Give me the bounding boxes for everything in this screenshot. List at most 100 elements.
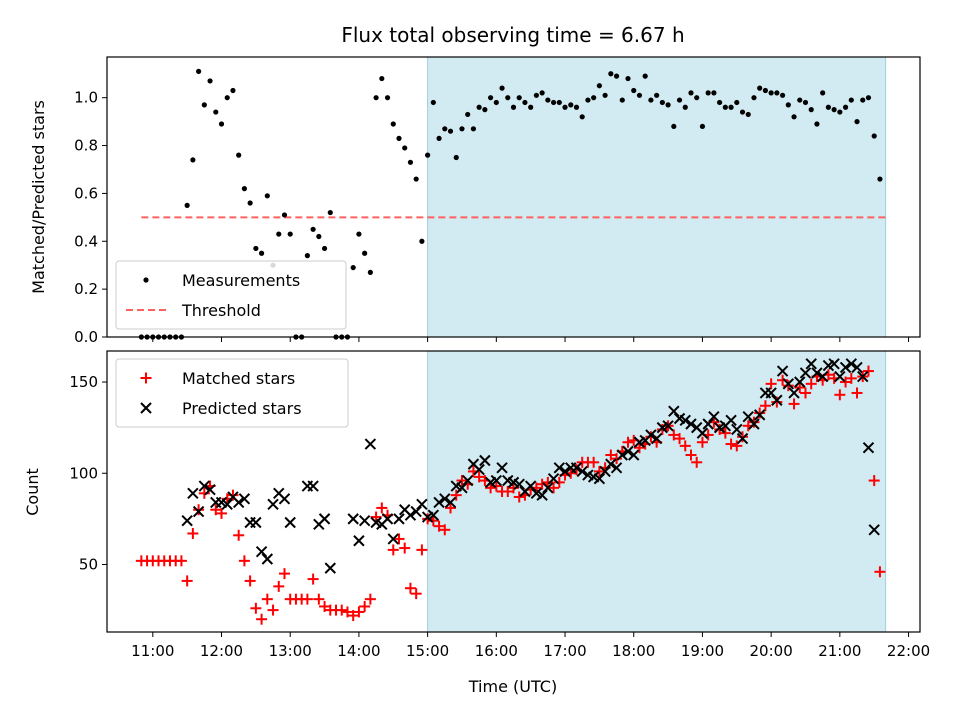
data-point <box>737 431 749 443</box>
data-point <box>679 440 691 452</box>
data-point <box>485 482 497 494</box>
data-point <box>175 555 187 567</box>
data-point <box>528 104 534 110</box>
data-point <box>513 491 525 503</box>
data-point <box>602 92 608 98</box>
data-point <box>837 109 843 115</box>
data-point <box>550 99 557 106</box>
data-point <box>238 555 250 567</box>
data-point <box>445 502 457 514</box>
data-point <box>496 462 508 474</box>
series-measurements <box>138 68 883 340</box>
data-point <box>631 87 637 94</box>
data-point <box>794 376 806 388</box>
data-point <box>633 442 645 454</box>
data-point <box>608 71 614 77</box>
legend-entry: Threshold <box>126 301 261 320</box>
data-point <box>754 407 766 419</box>
data-point <box>593 465 605 477</box>
data-point <box>213 109 219 115</box>
y-tick-label: 0.8 <box>74 137 98 155</box>
data-point <box>364 593 376 605</box>
data-point <box>751 95 757 101</box>
legend-entry: Matched stars <box>140 369 295 388</box>
data-point <box>524 480 537 492</box>
data-point <box>204 483 216 496</box>
data-point <box>745 111 751 118</box>
data-point <box>444 496 457 509</box>
data-point <box>193 504 205 516</box>
data-point <box>771 394 783 406</box>
data-point <box>367 269 373 275</box>
data-point <box>656 423 668 435</box>
data-point <box>788 387 800 399</box>
data-point <box>453 154 459 161</box>
data-point <box>287 231 293 237</box>
data-point <box>247 200 253 206</box>
data-point <box>516 95 522 101</box>
bottom-panel: 50 100 150 11:00 12:00 13:00 14:00 15:00 16:00 17… <box>69 350 930 660</box>
data-point <box>625 75 631 82</box>
data-point <box>184 202 190 208</box>
legend-label: Threshold <box>181 301 261 320</box>
legend-label: Measurements <box>182 271 300 290</box>
x-tick-label: 15:00 <box>406 642 449 660</box>
data-point <box>513 478 525 490</box>
data-point <box>318 513 331 525</box>
data-point <box>284 516 296 529</box>
data-point <box>848 97 854 103</box>
data-point <box>642 73 648 79</box>
data-point <box>722 104 728 110</box>
y-tick-label: 100 <box>69 464 98 482</box>
legend-box <box>115 260 347 330</box>
data-point <box>384 95 391 101</box>
data-point <box>210 504 222 516</box>
data-point <box>181 514 193 527</box>
data-point <box>336 604 348 616</box>
data-point <box>588 456 600 468</box>
data-point <box>542 482 554 494</box>
data-point <box>857 370 869 383</box>
data-point <box>442 126 448 132</box>
data-point <box>862 365 874 377</box>
data-point <box>187 487 199 500</box>
data-point <box>201 102 207 108</box>
data-point <box>714 423 726 435</box>
data-point <box>794 381 806 393</box>
y-tick-label: 150 <box>69 373 98 391</box>
data-point <box>616 449 628 461</box>
x-tick-label: 12:00 <box>200 642 243 660</box>
data-point <box>694 95 700 101</box>
y-tick-label: 0.6 <box>74 184 98 202</box>
data-point <box>278 568 290 580</box>
data-point <box>461 474 474 487</box>
data-point <box>736 432 749 445</box>
data-point <box>679 414 691 427</box>
data-point <box>381 513 394 525</box>
legend-marker <box>140 402 152 414</box>
data-point <box>799 367 812 379</box>
data-point <box>668 405 680 417</box>
x-tick-label: 11:00 <box>131 642 174 660</box>
data-point <box>379 75 385 82</box>
data-point <box>447 128 454 134</box>
legend-marker <box>143 277 149 283</box>
data-point <box>393 533 405 545</box>
data-point <box>307 480 319 492</box>
data-point <box>719 427 731 439</box>
data-point <box>748 418 760 430</box>
data-point <box>828 358 840 370</box>
data-point <box>650 432 663 445</box>
chart-title: Flux total observing time = 6.67 h <box>341 23 684 47</box>
data-point <box>585 97 591 103</box>
data-point <box>636 92 643 98</box>
x-axis-label: Time (UTC) <box>468 677 557 696</box>
data-point <box>553 476 565 488</box>
data-point <box>364 438 377 450</box>
data-point <box>871 133 877 139</box>
data-point <box>404 582 416 594</box>
data-point <box>353 606 365 618</box>
x-tick-label: 14:00 <box>337 642 380 660</box>
data-point <box>547 473 560 485</box>
data-point <box>573 104 580 110</box>
